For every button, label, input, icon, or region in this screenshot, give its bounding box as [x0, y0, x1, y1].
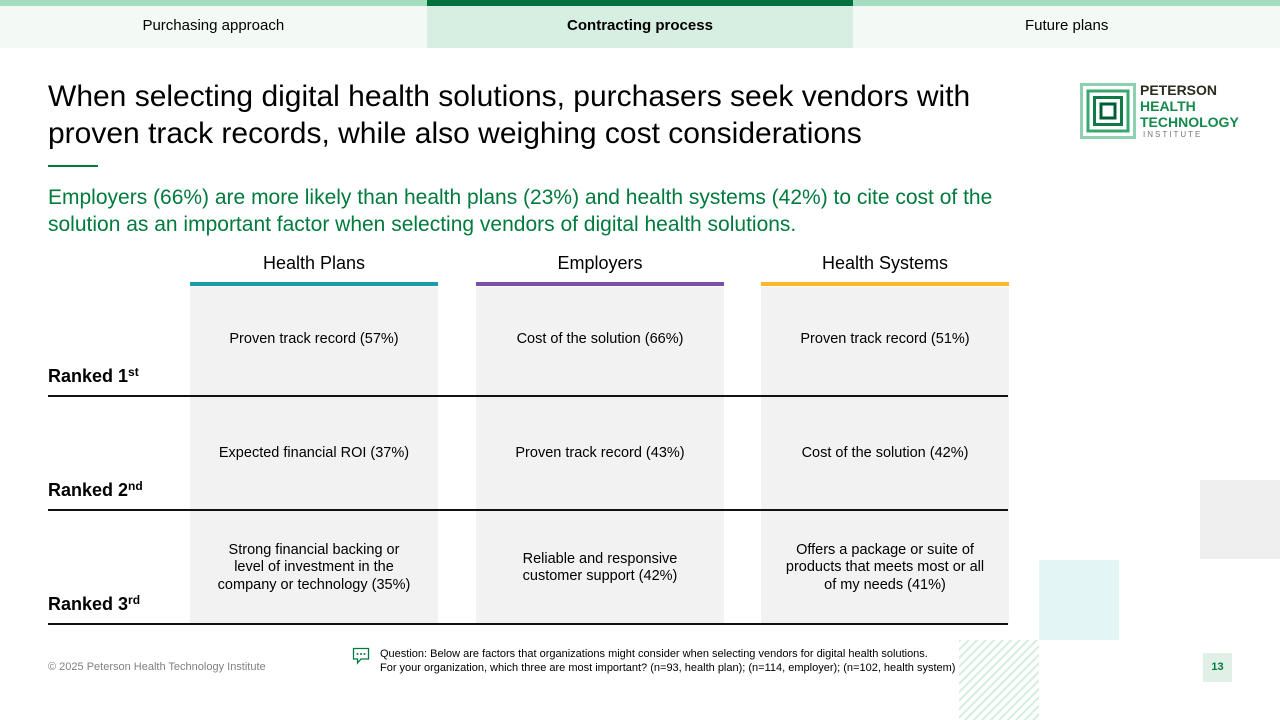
row-label: Ranked 2nd	[48, 479, 143, 501]
cell: Reliable and responsive customer support…	[522, 550, 678, 585]
copyright: © 2025 Peterson Health Technology Instit…	[48, 661, 266, 673]
column-header: Health Systems	[821, 253, 949, 273]
rank-suffix: nd	[128, 479, 143, 493]
cell: Proven track record (51%)	[800, 331, 970, 348]
logo-text: TECHNOLOGY	[1140, 114, 1239, 130]
rank-suffix: rd	[128, 593, 141, 607]
rank-text: Ranked 3	[48, 594, 129, 614]
comment-icon	[352, 647, 370, 665]
decor-square	[1039, 560, 1119, 640]
cell: Expected financial ROI (37%)	[218, 445, 410, 462]
row-rule	[48, 509, 1008, 511]
question: For your organization, which three are m…	[380, 662, 956, 674]
logo-text: INSTITUTE	[1143, 130, 1203, 139]
title-rule	[48, 165, 98, 167]
rank-suffix: st	[128, 365, 139, 379]
logo-text: HEALTH	[1140, 98, 1196, 114]
cell: Offers a package or suite of products th…	[785, 541, 985, 593]
logo-icon	[1080, 83, 1136, 139]
tab[interactable]: Future plans	[853, 0, 1280, 48]
column-bar	[190, 282, 438, 286]
column-header: Health Plans	[262, 253, 366, 273]
cell: Cost of the solution (66%)	[516, 331, 684, 348]
logo-text: PETERSON	[1140, 82, 1218, 98]
cell: Proven track record (57%)	[229, 331, 399, 348]
decor-square	[1200, 480, 1280, 559]
tab[interactable]: Contracting process	[426, 0, 854, 48]
rank-text: Ranked 1	[48, 366, 129, 386]
cell: Strong financial backing or level of inv…	[217, 541, 411, 593]
column-bar	[761, 282, 1009, 286]
cell: Proven track record (43%)	[515, 445, 685, 462]
page-number: 13	[1203, 653, 1232, 682]
row-label: Ranked 3rd	[48, 593, 140, 615]
subtitle: Employers (66%) are more likely than hea…	[48, 186, 993, 236]
column-background	[190, 287, 438, 623]
row-rule	[48, 623, 1008, 625]
rank-text: Ranked 2	[48, 480, 129, 500]
column-bar	[476, 282, 724, 286]
cell: Cost of the solution (42%)	[801, 445, 969, 462]
row-label: Ranked 1st	[48, 365, 139, 387]
row-rule	[48, 395, 1008, 397]
question: Question: Below are factors that organiz…	[380, 648, 928, 660]
tab[interactable]: Purchasing approach	[0, 0, 427, 48]
column-background	[761, 287, 1009, 623]
decor-square	[959, 640, 1039, 720]
column-header: Employers	[557, 253, 643, 273]
title: When selecting digital health solutions,…	[48, 80, 971, 150]
column-background	[476, 287, 724, 623]
